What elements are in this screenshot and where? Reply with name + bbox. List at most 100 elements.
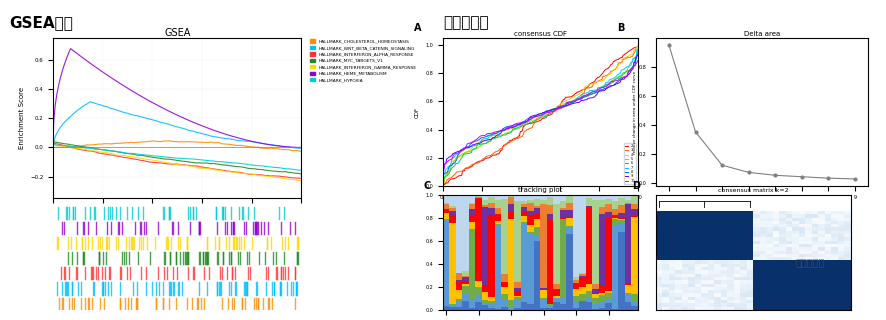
Bar: [612, 218, 618, 219]
Bar: [554, 302, 560, 310]
Bar: [515, 299, 521, 308]
Bar: [540, 308, 547, 310]
Bar: [605, 204, 612, 212]
Bar: [618, 220, 625, 224]
Bar: [554, 284, 560, 289]
Bar: [456, 290, 462, 299]
X-axis label: k: k: [760, 206, 764, 211]
Bar: [488, 308, 495, 310]
Bar: [495, 221, 501, 224]
Bar: [625, 285, 632, 293]
Bar: [586, 198, 593, 206]
Bar: [515, 288, 521, 292]
Bar: [554, 290, 560, 296]
Bar: [501, 307, 508, 310]
Y-axis label: CDF: CDF: [415, 107, 420, 117]
Bar: [521, 207, 527, 212]
Text: 卓昂研习社: 卓昂研习社: [796, 257, 826, 268]
Bar: [579, 274, 586, 276]
Bar: [527, 195, 534, 200]
Bar: [612, 219, 618, 226]
Bar: [593, 284, 599, 289]
Bar: [456, 195, 462, 273]
Bar: [462, 286, 469, 294]
Bar: [508, 196, 515, 197]
Bar: [599, 200, 605, 207]
Bar: [593, 200, 599, 284]
Bar: [508, 204, 515, 212]
Bar: [554, 289, 560, 290]
Bar: [495, 195, 501, 200]
Bar: [476, 195, 482, 196]
Bar: [593, 292, 599, 294]
Bar: [495, 227, 501, 309]
Bar: [534, 199, 540, 206]
Bar: [462, 281, 469, 284]
Bar: [593, 304, 599, 309]
Bar: [632, 302, 638, 306]
Bar: [476, 287, 482, 295]
Bar: [560, 211, 566, 218]
Bar: [534, 235, 540, 242]
Bar: [476, 281, 482, 287]
Bar: [579, 301, 586, 310]
Bar: [521, 201, 527, 204]
Bar: [566, 217, 573, 218]
Bar: [599, 293, 605, 294]
Bar: [534, 219, 540, 227]
Bar: [618, 219, 625, 220]
Bar: [605, 212, 612, 219]
Bar: [612, 195, 618, 201]
Bar: [599, 294, 605, 301]
Bar: [599, 308, 605, 310]
Bar: [554, 296, 560, 298]
Bar: [618, 217, 625, 219]
Bar: [488, 195, 495, 197]
Bar: [469, 195, 476, 203]
Bar: [495, 200, 501, 208]
Bar: [560, 201, 566, 208]
Bar: [534, 206, 540, 208]
Bar: [547, 304, 554, 305]
Bar: [495, 309, 501, 310]
X-axis label: consensus index: consensus index: [517, 206, 563, 211]
Title: GSEA: GSEA: [164, 28, 190, 38]
Bar: [488, 215, 495, 297]
Bar: [469, 209, 476, 215]
Bar: [527, 203, 534, 211]
Bar: [456, 299, 462, 301]
Bar: [482, 292, 488, 300]
Bar: [593, 195, 599, 200]
Bar: [540, 204, 547, 288]
Bar: [560, 297, 566, 304]
Title: consensus matrix k=2: consensus matrix k=2: [718, 188, 789, 193]
Bar: [612, 209, 618, 215]
Bar: [488, 197, 495, 203]
Bar: [462, 276, 469, 277]
Bar: [618, 212, 625, 217]
Bar: [515, 297, 521, 299]
Bar: [527, 211, 534, 215]
Bar: [443, 306, 449, 310]
Bar: [508, 212, 515, 219]
Bar: [632, 306, 638, 310]
Bar: [593, 298, 599, 304]
Bar: [449, 211, 456, 215]
Bar: [566, 234, 573, 310]
Bar: [547, 305, 554, 308]
Bar: [443, 220, 449, 306]
Bar: [632, 195, 638, 204]
Text: 一致性聚类: 一致性聚类: [443, 15, 488, 30]
Bar: [527, 233, 534, 304]
Bar: [618, 205, 625, 212]
Bar: [540, 289, 547, 290]
Bar: [521, 222, 527, 223]
Bar: [527, 225, 534, 232]
Bar: [515, 195, 521, 201]
Bar: [593, 309, 599, 310]
Bar: [586, 208, 593, 284]
Bar: [515, 292, 521, 296]
Bar: [521, 302, 527, 310]
Bar: [449, 305, 456, 307]
Bar: [476, 302, 482, 310]
